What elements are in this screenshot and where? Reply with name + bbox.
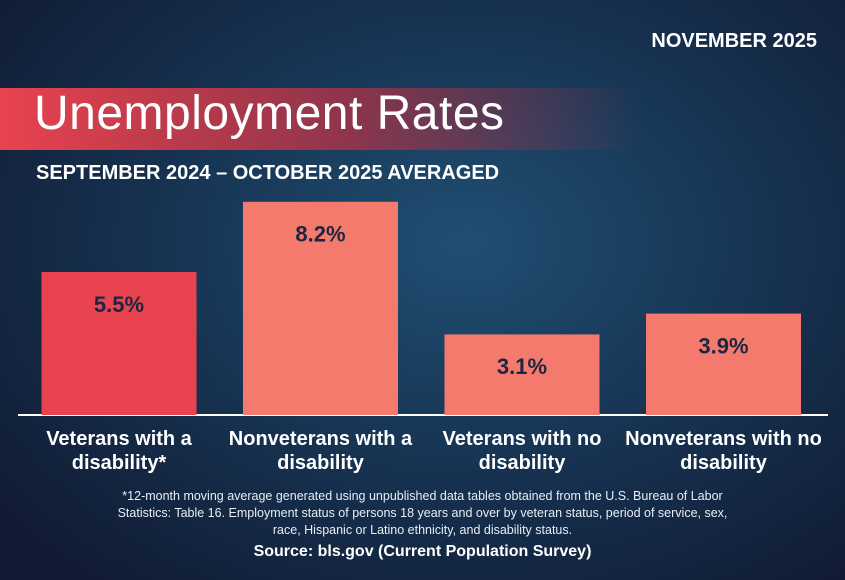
category-label: Nonveterans with no disability [625,428,822,474]
value-label: 8.2% [295,222,345,247]
category-label: Nonveterans with a disability [228,428,413,474]
footnote: *12-month moving average generated using… [117,489,728,537]
category-label: Veterans with a disability* [46,428,192,474]
bar [41,272,197,415]
bar [646,313,801,415]
source: Source: bls.gov (Current Population Surv… [253,543,592,560]
value-label: 5.5% [94,292,144,317]
bar [444,334,600,415]
chart-title: Unemployment Rates [34,87,505,140]
value-label: 3.1% [497,354,547,379]
category-label: Veterans with no disability [442,428,602,474]
value-label: 3.9% [698,333,748,358]
subtitle: SEPTEMBER 2024 – OCTOBER 2025 AVERAGED [36,162,500,184]
date: NOVEMBER 2025 [651,30,817,52]
title-band [0,88,640,150]
bar [243,201,398,415]
